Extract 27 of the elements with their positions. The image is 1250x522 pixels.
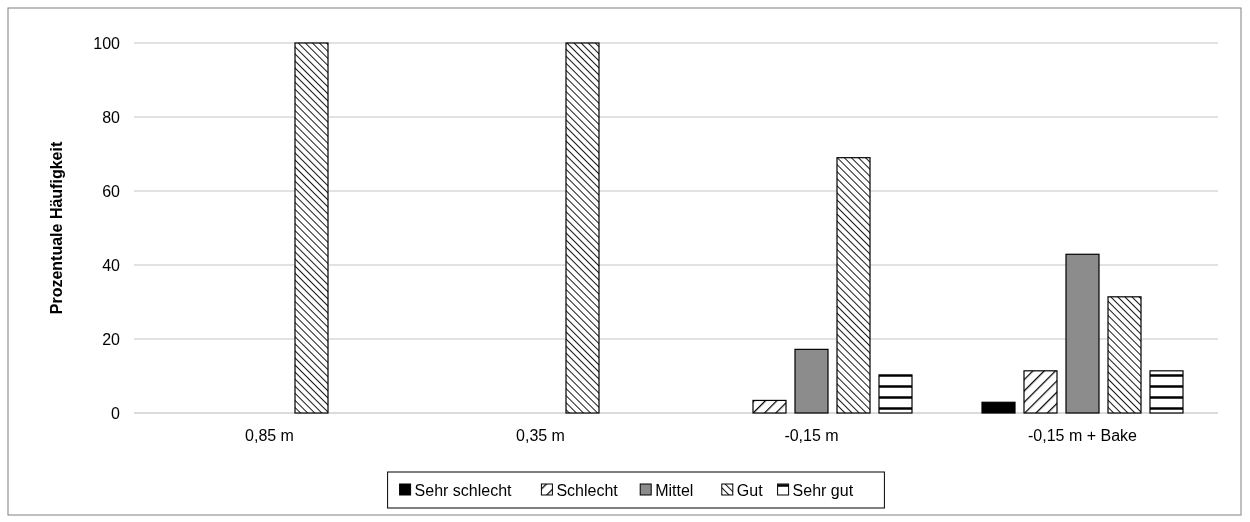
x-tick-label: -0,15 m bbox=[784, 427, 839, 444]
bar bbox=[1107, 296, 1142, 414]
bar bbox=[794, 348, 829, 414]
bar bbox=[981, 401, 1016, 414]
bar bbox=[294, 42, 329, 414]
y-tick-label: 40 bbox=[102, 256, 121, 274]
legend-label: Sehr schlecht bbox=[414, 481, 513, 499]
y-tick-label: 0 bbox=[111, 404, 121, 422]
bar bbox=[752, 399, 787, 414]
legend-label: Sehr gut bbox=[792, 481, 854, 499]
bar bbox=[1023, 370, 1058, 414]
x-tick-label: -0,15 m + Bake bbox=[1028, 427, 1138, 444]
bar bbox=[878, 374, 913, 414]
y-tick-label: 60 bbox=[102, 182, 121, 200]
legend-label: Mittel bbox=[655, 481, 694, 499]
y-tick-label: 100 bbox=[93, 34, 121, 52]
x-tick-label: 0,35 m bbox=[516, 427, 565, 444]
bar bbox=[1065, 253, 1100, 414]
y-tick-label: 20 bbox=[102, 330, 121, 348]
bar bbox=[1149, 370, 1184, 414]
x-tick-label: 0,85 m bbox=[245, 427, 294, 444]
bar bbox=[836, 157, 871, 414]
y-axis-title: Prozentuale Häufigkeit bbox=[48, 141, 65, 315]
legend-label: Gut bbox=[736, 481, 764, 499]
y-tick-label: 80 bbox=[102, 108, 121, 126]
bar bbox=[565, 42, 600, 414]
legend-label: Schlecht bbox=[556, 481, 619, 499]
